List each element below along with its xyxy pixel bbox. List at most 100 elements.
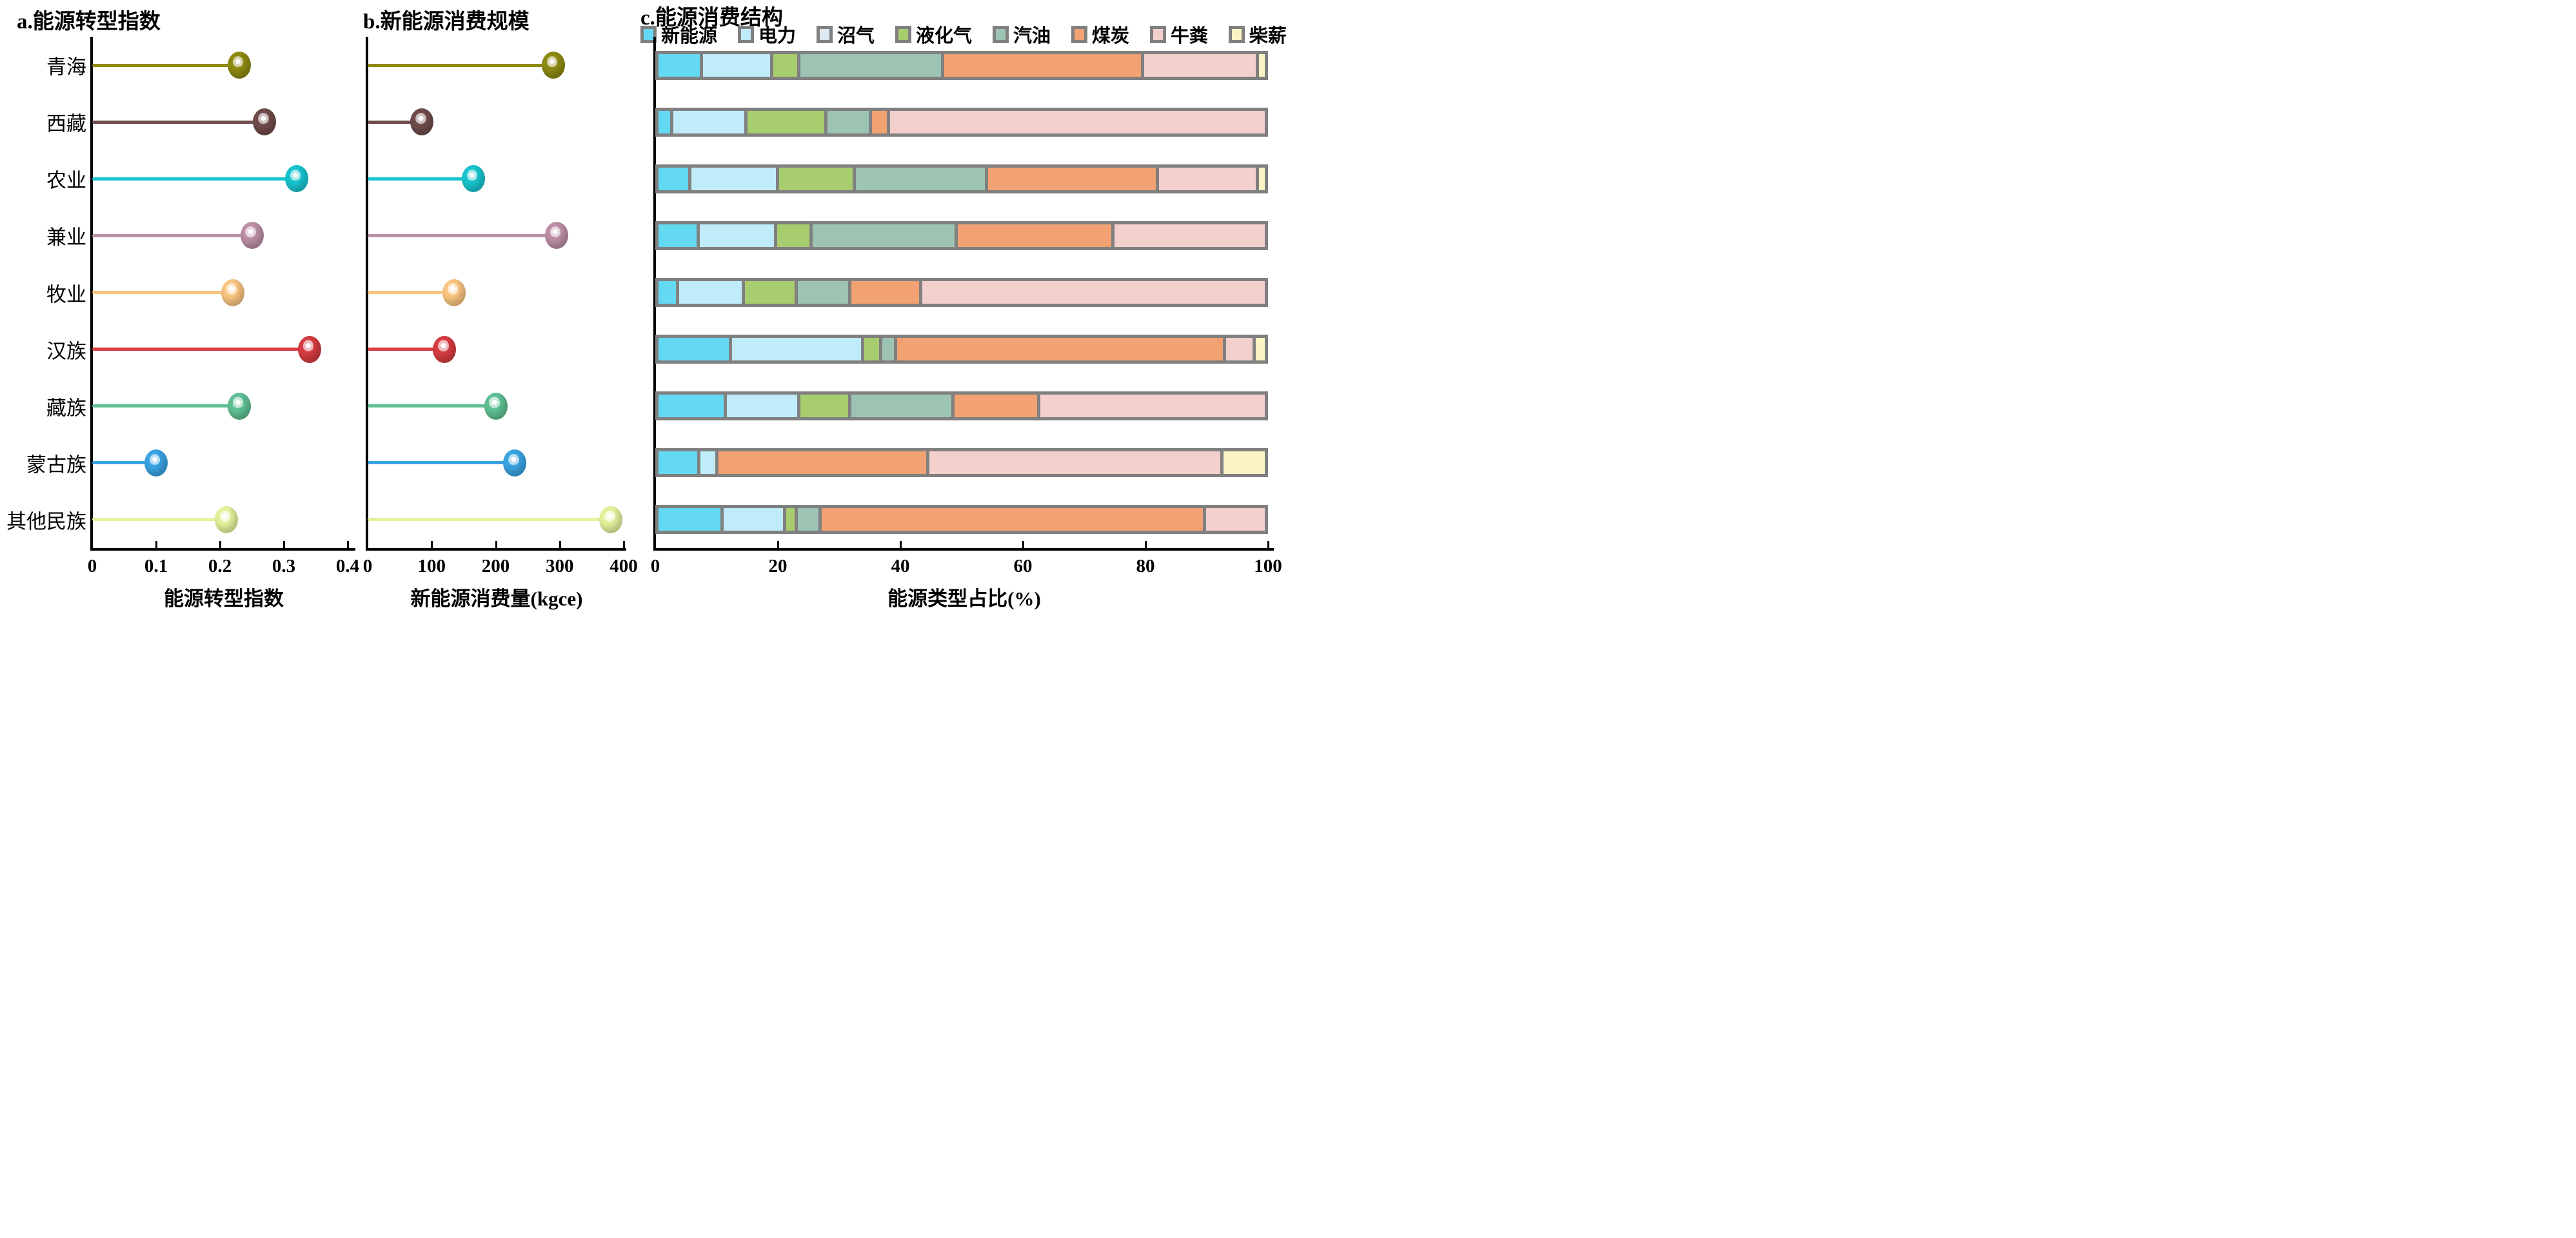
category-label-3: 农业 [46,169,86,192]
panel-a-point-牧业 [221,279,244,306]
segment-汽油 [856,167,986,190]
segment-液化气 [800,395,848,418]
segment-新能源 [659,451,697,475]
segment-煤炭 [872,110,887,133]
category-label-4: 兼业 [46,226,86,249]
panel-a-stem-汉族 [92,348,310,351]
panel-a-stem-牧业 [92,291,233,294]
point-highlight [232,397,244,409]
segment-液化气 [777,224,810,247]
segment-液化气 [773,54,797,77]
segment-电力 [691,167,777,190]
segment-新能源 [659,110,671,133]
segment-电力 [732,338,862,361]
segment-汽油 [798,281,849,304]
panel-c-tick-label: 100 [1254,556,1282,576]
panel-c-tick [1022,541,1024,548]
panel-c-bar-西藏 [655,107,1268,137]
segment-牛粪 [922,281,1265,304]
panel-c-x-axis [653,548,1274,551]
segment-液化气 [786,508,795,531]
point-highlight [226,283,237,296]
figure: a.能源转型指数 b.新能源消费规模 c.能源消费结构 新能源 电力 沼气 液化气 汽油… [0,0,1288,619]
segment-电力 [724,508,783,531]
panel-b-stem-藏族 [368,404,496,408]
panel-b-stem-农业 [368,177,473,181]
panel-b-point-蒙古族 [503,449,527,477]
panel-c-bar-牧业 [655,278,1268,307]
segment-新能源 [659,281,677,304]
panel-c-bar-其他民族 [655,505,1268,535]
segment-电力 [700,224,774,247]
panel-b-stem-西藏 [368,120,422,124]
segment-牛粪 [1226,338,1253,361]
segment-新能源 [659,167,688,190]
panel-c-y-axis [653,37,656,551]
panel-a-stem-蒙古族 [92,461,156,465]
point-highlight [508,453,519,466]
segment-柴薪 [1258,167,1265,190]
legend-item-汽油: 汽油 [992,21,1051,48]
legend-item-牛粪: 牛粪 [1149,21,1208,48]
panel-b-title: b.新能源消费规模 [363,10,530,34]
segment-牛粪 [1144,54,1256,77]
segment-柴薪 [1223,451,1265,475]
panel-a-title: a.能源转型指数 [17,10,161,34]
panel-a-tick-label: 0.2 [208,556,232,576]
panel-c-tick [1145,541,1147,548]
legend: 新能源 电力 沼气 液化气 汽油 煤炭 牛粪 柴薪 [640,21,1287,48]
legend-item-柴薪: 柴薪 [1228,21,1287,48]
panel-c-tick-label: 20 [768,556,788,576]
panel-c-tick [777,541,779,548]
point-highlight [415,112,426,126]
point-highlight [438,340,449,353]
segment-新能源 [659,224,697,247]
panel-c-tick [900,541,902,548]
point-highlight [447,283,459,296]
legend-item-液化气: 液化气 [895,21,972,48]
segment-液化气 [779,167,853,190]
panel-a-tick-label: 0.1 [144,556,168,576]
panel-a-tick-label: 0.3 [272,556,296,576]
point-highlight [604,510,615,523]
point-highlight [149,453,161,466]
legend-item-电力: 电力 [737,21,796,48]
segment-牛粪 [1040,395,1265,418]
panel-c-tick-label: 80 [1136,556,1155,576]
segment-牛粪 [929,451,1220,475]
panel-b-tick [431,541,433,548]
segment-新能源 [659,54,700,77]
panel-b-tick-label: 0 [362,556,373,576]
panel-b-point-牧业 [442,279,466,306]
panel-b-point-兼业 [544,222,568,250]
segment-牛粪 [1114,224,1265,247]
segment-液化气 [748,110,825,133]
segment-牛粪 [889,110,1265,133]
segment-汽油 [800,54,942,77]
panel-a-point-农业 [284,165,308,193]
panel-b-stem-蒙古族 [368,461,515,465]
point-highlight [550,226,561,239]
panel-b-y-axis [366,37,368,551]
panel-b-tick-label: 300 [546,556,574,576]
panel-c-tick-label: 0 [650,556,660,576]
segment-液化气 [744,281,795,304]
chart-layer: 0 0.1 0.2 0.3 0.4 0 100 200 300 400 0 20 40 60 80 100 [0,0,1288,619]
legend-swatch-煤炭 [1071,25,1087,43]
point-highlight [245,226,256,239]
legend-item-新能源: 新能源 [640,21,717,48]
panel-b-stem-青海 [368,63,553,67]
legend-label: 汽油 [1013,26,1051,46]
panel-a-stem-西藏 [92,120,265,124]
point-highlight [258,112,269,126]
panel-b-point-青海 [541,52,565,79]
segment-新能源 [659,338,729,361]
panel-b-point-汉族 [433,335,457,363]
panel-c-bar-农业 [655,164,1268,193]
panel-a-point-藏族 [227,392,251,420]
panel-b-stem-汉族 [368,348,445,351]
category-label-5: 牧业 [46,283,86,306]
segment-煤炭 [988,167,1156,190]
legend-item-沼气: 沼气 [816,21,875,48]
point-highlight [546,55,558,69]
